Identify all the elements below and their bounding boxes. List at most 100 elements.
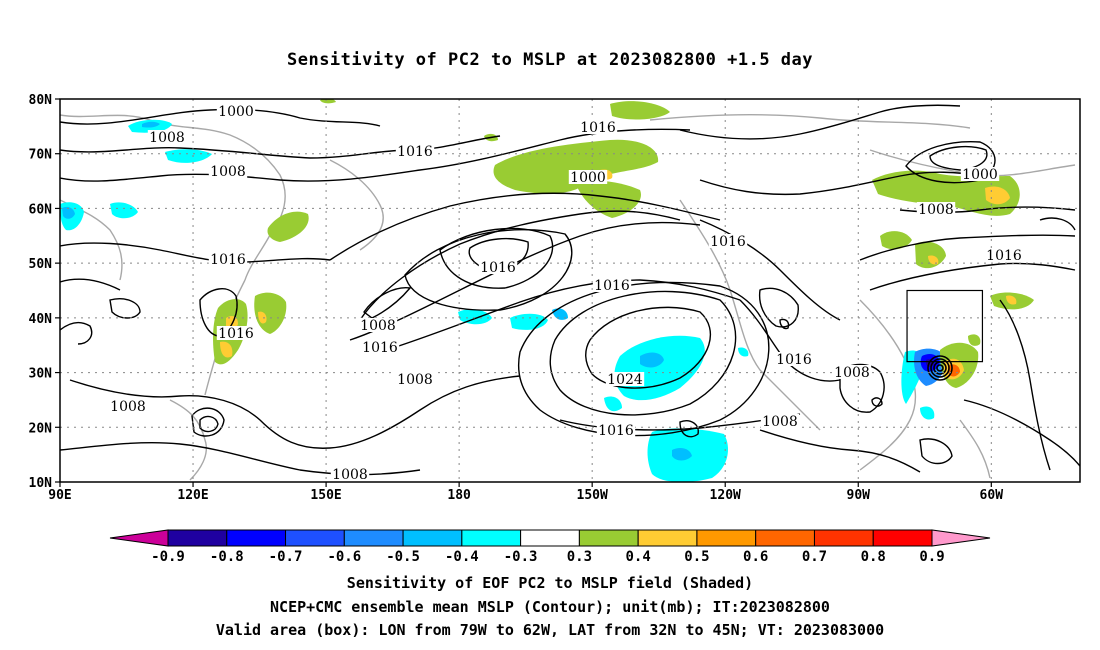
contour-label-bg — [330, 467, 370, 481]
contour-label: 1016 — [776, 352, 812, 368]
colorbar-label: 0.9 — [919, 549, 944, 565]
colorbar-label: 0.4 — [626, 549, 651, 565]
contour-label-bg — [774, 352, 814, 366]
contour-label: 1016 — [397, 144, 433, 160]
lon-label: 150W — [577, 488, 608, 503]
colorbar-label: 0.5 — [684, 549, 709, 565]
contour-label-bg — [208, 252, 248, 266]
contour-label: 1008 — [834, 365, 870, 381]
colorbar-swatch — [872, 529, 933, 547]
lat-label: 60N — [29, 202, 53, 217]
contour-label-bg — [108, 399, 148, 413]
contour-label: 1000 — [218, 104, 254, 120]
lon-label: 180 — [447, 488, 471, 503]
colorbar-right-arrow — [931, 529, 991, 547]
colorbar-swatch — [637, 529, 698, 547]
contour-label: 1008 — [360, 318, 396, 334]
lon-label: 60W — [980, 488, 1004, 503]
contour-label: 1008 — [332, 467, 368, 483]
colorbar-swatch — [755, 529, 815, 547]
contour-label-bg — [147, 130, 187, 144]
valid-area-box — [906, 289, 984, 363]
contour-label-bg — [395, 144, 435, 158]
colorbar-label: -0.4 — [445, 549, 479, 565]
lon-label: 90E — [48, 488, 71, 503]
map-frame — [59, 98, 1081, 483]
contour-label: 1008 — [149, 130, 185, 146]
colorbar: -0.9 -0.8 -0.7 -0.6 -0.5 -0.4 -0.3 0.3 0.4 0.5 0.6… — [109, 529, 991, 565]
contour-label: 1016 — [362, 340, 398, 356]
colorbar-swatch — [520, 529, 580, 547]
contour-labels: 1000 1008 1016 1008 1016 1016 1000 1008 1016 1016… — [108, 104, 1024, 483]
contour-label: 1024 — [607, 372, 643, 388]
colorbar-label: -0.9 — [151, 549, 185, 565]
contour-label-bg — [605, 372, 645, 386]
contour-label: 1016 — [218, 326, 254, 342]
colorbar-swatch — [461, 529, 522, 547]
contour-label: 1008 — [110, 399, 146, 415]
colorbar-label: -0.5 — [386, 549, 420, 565]
contour-label: 1016 — [986, 248, 1022, 264]
contour-label: 1008 — [210, 164, 246, 180]
contour-label-bg — [592, 278, 632, 292]
contour-label-bg — [832, 365, 872, 379]
lat-label: 40N — [29, 312, 53, 327]
contour-label-bg — [358, 318, 398, 332]
colorbar-label: -0.7 — [269, 549, 303, 565]
colorbar-label: -0.6 — [327, 549, 361, 565]
contour-label-bg — [984, 248, 1024, 262]
contour-label: 1016 — [710, 234, 746, 250]
contour-label: 1008 — [918, 202, 954, 218]
caption-line-1: Sensitivity of EOF PC2 to MSLP field (Sh… — [346, 574, 754, 592]
lat-label: 50N — [29, 257, 53, 272]
contour-label-bg — [216, 104, 256, 118]
colorbar-label: 0.7 — [802, 549, 827, 565]
colorbar-swatch — [696, 529, 757, 547]
colorbar-swatch — [578, 529, 639, 547]
lat-label: 10N — [29, 476, 53, 491]
contour-label: 1016 — [480, 260, 516, 276]
colorbar-label: 0.3 — [567, 549, 592, 565]
caption-line-3: Valid area (box): LON from 79W to 62W, L… — [215, 621, 885, 639]
lon-label: 150E — [310, 488, 341, 503]
contour-label-bg — [578, 120, 618, 134]
contour-label-bg — [360, 340, 400, 354]
colorbar-swatch — [226, 529, 287, 547]
lon-label: 120W — [710, 488, 741, 503]
lat-label: 30N — [29, 367, 53, 382]
map-title: Sensitivity of PC2 to MSLP at 2023082800… — [286, 50, 813, 70]
contour-label-bg — [395, 372, 435, 386]
contour-label-bg — [708, 234, 748, 248]
lon-label: 90W — [847, 488, 871, 503]
colorbar-left-arrow — [109, 529, 169, 547]
lat-label: 70N — [29, 148, 53, 163]
contour-label-bg — [568, 170, 608, 184]
contour-label-bg — [478, 260, 518, 274]
lon-label: 120E — [177, 488, 208, 503]
contour-label-bg — [216, 326, 256, 340]
contour-label-bg — [916, 202, 956, 216]
contour-label: 1016 — [594, 278, 630, 294]
colorbar-label: 0.8 — [861, 549, 886, 565]
contour-label: 1000 — [962, 167, 998, 183]
caption-line-2: NCEP+CMC ensemble mean MSLP (Contour); u… — [270, 598, 830, 616]
contour-label-bg — [760, 414, 800, 428]
colorbar-swatch — [343, 529, 404, 547]
contour-label: 1008 — [762, 414, 798, 430]
contour-label: 1016 — [210, 252, 246, 268]
colorbar-swatch — [402, 529, 463, 547]
colorbar-label: -0.3 — [504, 549, 538, 565]
contour-label-bg — [960, 167, 1000, 181]
colorbar-swatch — [285, 529, 345, 547]
contour-label: 1000 — [570, 170, 606, 186]
contour-label: 1016 — [598, 423, 634, 439]
colorbar-swatch — [813, 529, 874, 547]
contour-label-bg — [208, 164, 248, 178]
lat-label: 20N — [29, 421, 53, 436]
colorbar-swatch — [167, 529, 228, 547]
contour-label: 1016 — [580, 120, 616, 136]
contour-label-bg — [596, 423, 636, 437]
lat-label: 80N — [29, 93, 53, 108]
